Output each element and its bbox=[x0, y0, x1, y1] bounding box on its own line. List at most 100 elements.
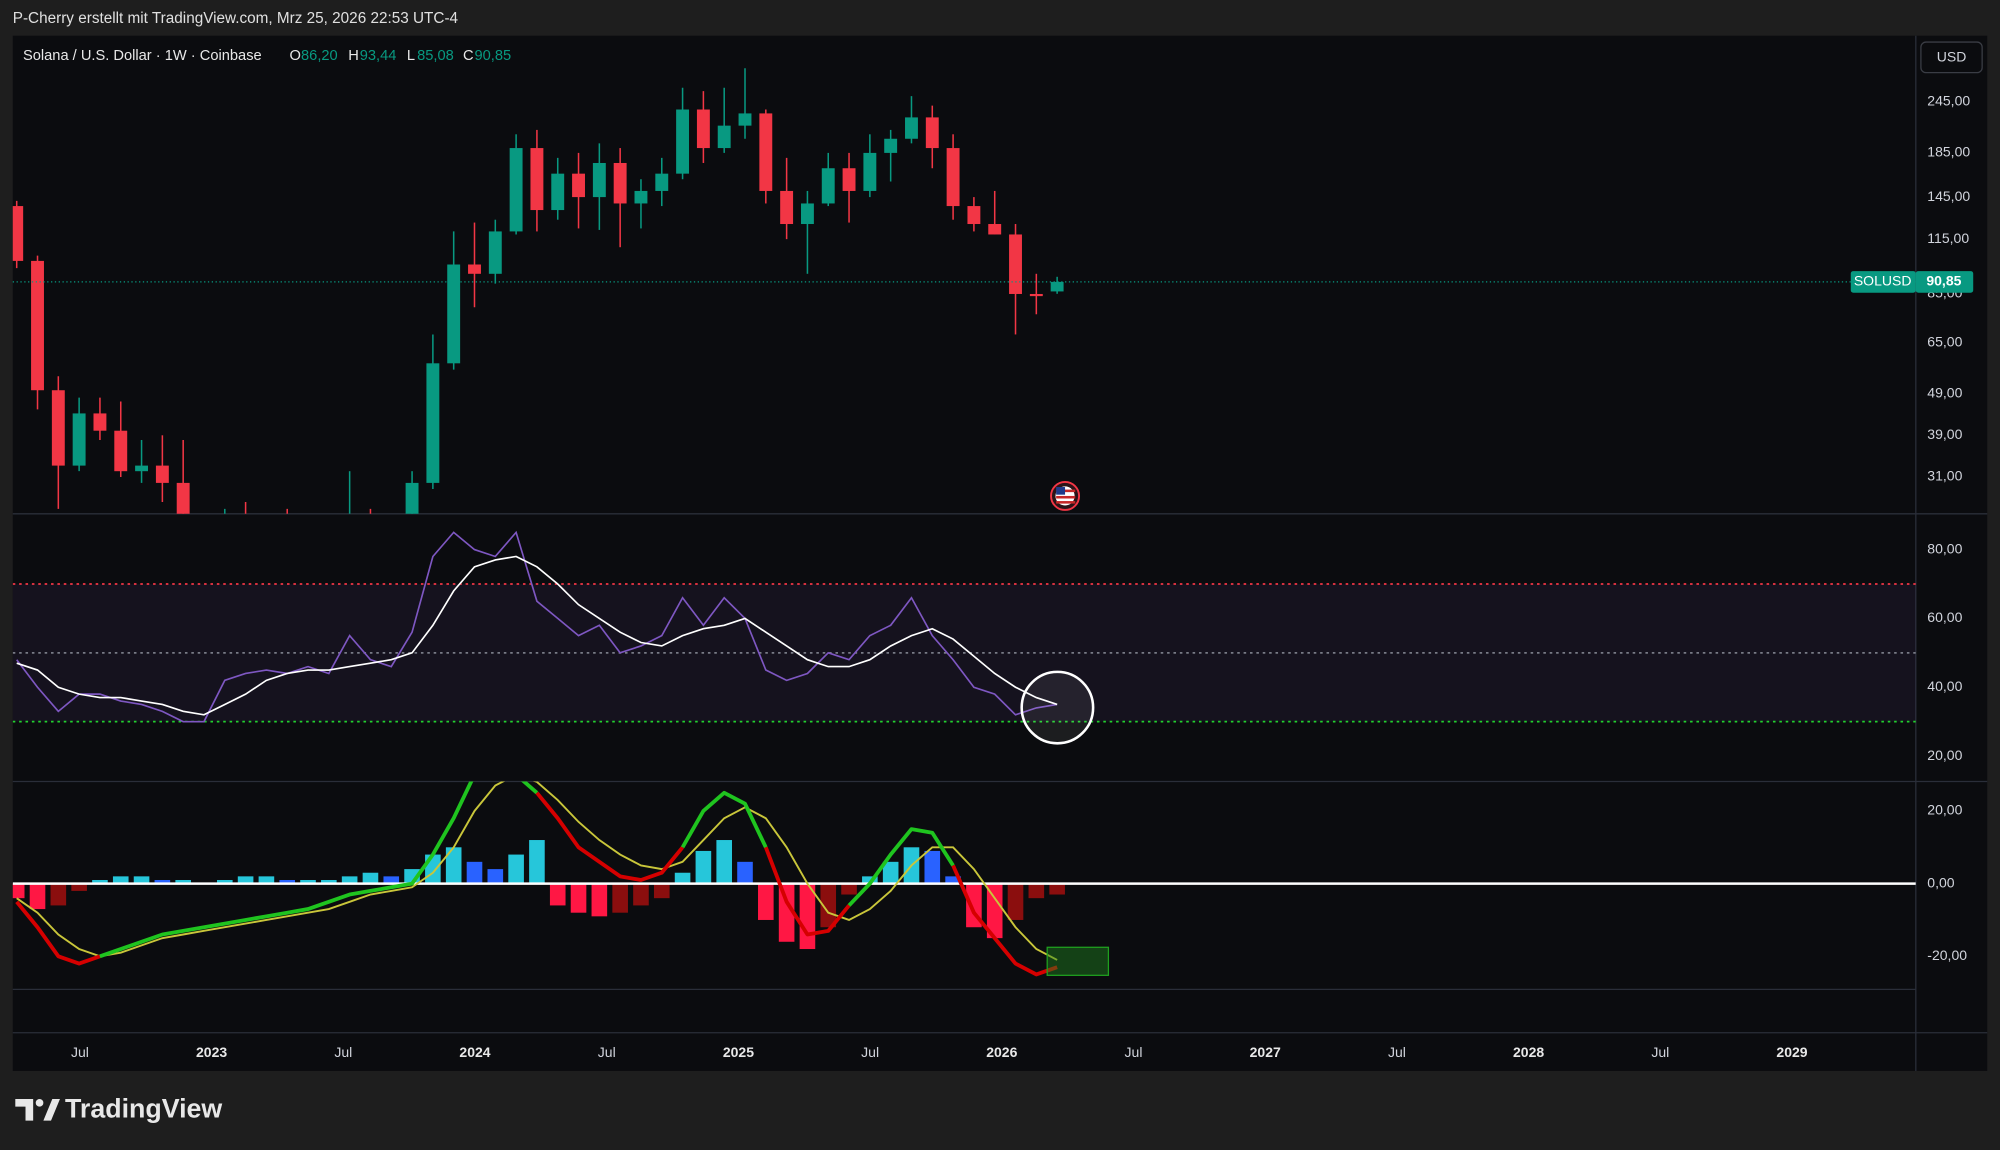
logo-mark bbox=[15, 1099, 34, 1121]
histogram-bar bbox=[612, 883, 628, 913]
currency-button[interactable] bbox=[1920, 41, 1983, 74]
candle-body bbox=[655, 173, 669, 191]
histogram-bar bbox=[862, 876, 878, 884]
candle-body bbox=[572, 173, 585, 198]
flag-canton bbox=[1056, 487, 1066, 495]
x-tick-label: Jul bbox=[334, 1044, 352, 1060]
series-line bbox=[16, 555, 1058, 716]
candle-body bbox=[31, 260, 44, 391]
candle-body bbox=[717, 125, 731, 149]
histogram-bar bbox=[50, 883, 67, 906]
histogram-bar bbox=[133, 876, 150, 884]
y-tick-label: 20,00 bbox=[1927, 802, 1962, 818]
histogram-bar bbox=[362, 872, 379, 884]
highlight-circle bbox=[1020, 670, 1095, 745]
ohlc-value: 85,08 bbox=[417, 48, 454, 64]
currency-label[interactable]: USD bbox=[1937, 49, 1967, 65]
histogram-bar bbox=[71, 883, 87, 891]
y-tick-label: 20,00 bbox=[1927, 747, 1962, 763]
plot-layer: Jul 2023 Jul 2024 Jul 2025 Jul 2026 Jul 2027 Jul 20… bbox=[12, 68, 1974, 1060]
histogram-bar bbox=[300, 879, 316, 884]
candle-body bbox=[1009, 234, 1022, 294]
histogram-bar bbox=[321, 879, 337, 884]
flag-stripe bbox=[1056, 489, 1076, 493]
candle-body bbox=[676, 109, 690, 174]
candle-body bbox=[884, 138, 898, 153]
series-line bbox=[16, 530, 1058, 723]
histogram-bar bbox=[737, 861, 753, 884]
candle-body bbox=[821, 168, 835, 204]
logo-mark bbox=[35, 1099, 44, 1107]
x-tick-label: Jul bbox=[861, 1044, 879, 1060]
x-tick-label: Jul bbox=[71, 1044, 89, 1060]
candle-body bbox=[530, 148, 544, 211]
histogram-bar bbox=[653, 883, 670, 899]
flag-stripe bbox=[1056, 495, 1076, 499]
ohlc-label: O bbox=[290, 48, 301, 64]
y-tick-label: 60,00 bbox=[1927, 609, 1962, 625]
histogram-bar bbox=[529, 840, 545, 884]
histogram-bar bbox=[986, 883, 1003, 939]
candle-body bbox=[634, 190, 648, 204]
histogram-bar bbox=[279, 879, 296, 884]
histogram-bar bbox=[154, 879, 171, 884]
ohlc-label: H bbox=[348, 48, 359, 64]
x-tick-label: Jul bbox=[1388, 1044, 1406, 1060]
candle-body bbox=[488, 231, 502, 274]
candle-body bbox=[114, 430, 128, 472]
y-tick-label: -20,00 bbox=[1927, 947, 1967, 963]
histogram-bar bbox=[549, 883, 566, 906]
histogram-bar bbox=[258, 876, 275, 884]
pane-plot bbox=[12, 781, 1916, 977]
histogram-bar bbox=[820, 883, 837, 928]
histogram-bar bbox=[445, 847, 462, 884]
candle-body bbox=[135, 465, 149, 472]
flag-stripe bbox=[1056, 501, 1076, 504]
signal-line bbox=[16, 781, 1058, 961]
y-tick-label: 40,00 bbox=[1927, 678, 1962, 694]
x-tick-label: Jul bbox=[598, 1044, 616, 1060]
macd-line bbox=[15, 900, 101, 966]
price-tag-symbol-bg bbox=[1850, 271, 1916, 293]
candle-body bbox=[925, 117, 939, 149]
histogram-bar bbox=[778, 883, 795, 942]
histogram-bar bbox=[12, 883, 25, 899]
candle-body bbox=[12, 206, 24, 261]
y-tick-label: 49,00 bbox=[1927, 385, 1962, 401]
ohlc-value: 90,85 bbox=[474, 48, 511, 64]
histogram-bar bbox=[695, 850, 712, 884]
candle-body bbox=[72, 413, 86, 466]
histogram-bar bbox=[92, 879, 108, 884]
candle-body bbox=[155, 465, 169, 483]
price-tag-symbol: SOLUSD bbox=[1854, 273, 1912, 289]
histogram-bar bbox=[674, 872, 691, 884]
macd-line bbox=[951, 864, 1058, 977]
y-tick-label: 245,00 bbox=[1927, 93, 1970, 109]
candle-body bbox=[613, 162, 627, 204]
candle-body bbox=[176, 482, 190, 514]
x-tick-label: 2027 bbox=[1250, 1044, 1281, 1060]
candle-body bbox=[1050, 281, 1064, 292]
candle-body bbox=[93, 413, 107, 431]
histogram-bar bbox=[841, 883, 857, 895]
macd-line bbox=[99, 781, 539, 959]
macd-line bbox=[764, 846, 851, 937]
histogram-bar bbox=[112, 876, 129, 884]
candle-body bbox=[946, 148, 960, 207]
candle-body bbox=[447, 264, 461, 364]
y-tick-label: 115,00 bbox=[1927, 230, 1969, 246]
y-tick-label: 39,00 bbox=[1927, 426, 1962, 442]
event-flag bbox=[1050, 480, 1081, 511]
y-tick-label: 145,00 bbox=[1927, 188, 1970, 204]
x-tick-label: Jul bbox=[1651, 1044, 1669, 1060]
histogram-bar bbox=[341, 876, 358, 884]
candle-body bbox=[800, 203, 814, 225]
y-tick-label: 0,00 bbox=[1927, 874, 1954, 890]
x-tick-label: 2029 bbox=[1776, 1044, 1807, 1060]
histogram-bar bbox=[799, 883, 816, 950]
macd-line bbox=[847, 827, 955, 907]
candle-body bbox=[696, 109, 710, 149]
pane-plot bbox=[12, 530, 1916, 723]
x-tick-label: 2024 bbox=[459, 1044, 490, 1060]
